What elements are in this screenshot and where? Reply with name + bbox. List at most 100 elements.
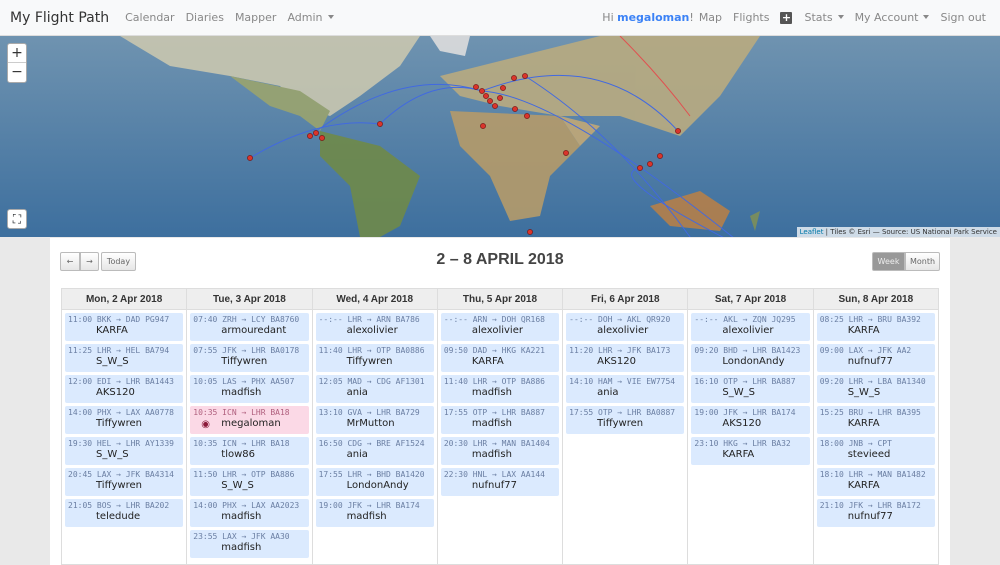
flight-event[interactable]: 13:10 GVA → LHR BA729 MrMutton <box>315 406 434 434</box>
flight-event[interactable]: 20:30 LHR → MAN BA1404 madfish <box>440 437 560 465</box>
flight-event[interactable]: 09:00 LAX → JFK AA2 nufnuf77 <box>816 344 935 372</box>
next-week-button[interactable]: → <box>80 252 99 271</box>
flight-user: madfish <box>193 387 308 398</box>
flight-user: AKS120 <box>694 418 809 429</box>
flight-user: S_W_S <box>694 387 809 398</box>
day-header: Sat, 7 Apr 2018 <box>688 289 813 310</box>
flight-username: stevieed <box>847 449 891 460</box>
flight-user: AKS120 <box>68 387 183 398</box>
zoom-out-button[interactable]: − <box>11 64 23 80</box>
day-column: Fri, 6 Apr 2018 --:-- DOH → AKL QR920 alex… <box>563 289 689 564</box>
flight-event[interactable]: 07:55 JFK → LHR BA0178 Tiffywren <box>190 344 309 372</box>
week-view-button[interactable]: Week <box>872 252 905 271</box>
flight-event[interactable]: 10:35 ICN → LHR BA18 ◉ megaloman <box>190 406 309 434</box>
flight-event[interactable]: 22:30 HNL → LAX AA144 nufnuf77 <box>440 468 560 496</box>
flight-username: LondonAndy <box>722 356 785 367</box>
nav-calendar[interactable]: Calendar <box>125 11 175 24</box>
flight-event[interactable]: 18:00 JNB → CPT stevieed <box>816 437 935 465</box>
nav-my-account-dropdown[interactable]: My Account <box>855 11 930 24</box>
flight-event[interactable]: 21:10 JFK → LHR BA172 nufnuf77 <box>816 499 935 527</box>
flight-username: madfish <box>221 511 262 522</box>
nav-sign-out[interactable]: Sign out <box>940 11 986 24</box>
flight-event[interactable]: 11:40 LHR → OTP BA886 madfish <box>440 375 560 403</box>
flight-username: madfish <box>221 387 262 398</box>
flight-event[interactable]: 11:20 LHR → JFK BA173 AKS120 <box>566 344 685 372</box>
leaflet-link[interactable]: Leaflet <box>799 228 824 236</box>
flight-event[interactable]: 19:30 HEL → LHR AY1339 S_W_S <box>65 437 184 465</box>
flight-info: 07:40 ZRH → LCY BA8760 <box>193 315 300 324</box>
flight-user: LondonAndy <box>319 480 434 491</box>
flight-event[interactable]: 08:25 LHR → BRU BA392 KARFA <box>816 313 935 341</box>
flight-info: 09:20 LHR → LBA BA1340 <box>819 377 926 386</box>
flight-event[interactable]: 23:55 LAX → JFK AA30 madfish <box>190 530 309 558</box>
flight-event[interactable]: 17:55 OTP → LHR BA887 madfish <box>440 406 560 434</box>
flight-event[interactable]: 09:20 BHD → LHR BA1423 LondonAndy <box>691 344 810 372</box>
flight-event[interactable]: 11:25 LHR → HEL BA794 S_W_S <box>65 344 184 372</box>
flight-username: alexolivier <box>722 325 774 336</box>
prev-week-button[interactable]: ← <box>60 252 80 271</box>
flight-username: KARFA <box>847 418 880 429</box>
flight-event[interactable]: 20:45 LAX → JFK BA4314 Tiffywren <box>65 468 184 496</box>
flight-event[interactable]: 11:00 BKK → DAD PG947 KARFA <box>65 313 184 341</box>
flight-event[interactable]: 14:10 HAM → VIE EW7754 ania <box>566 375 685 403</box>
flight-event[interactable]: 11:40 LHR → OTP BA0886 Tiffywren <box>315 344 434 372</box>
airport-marker <box>637 165 643 171</box>
month-view-button[interactable]: Month <box>905 252 940 271</box>
flight-event[interactable]: 10:35 ICN → LHR BA18 tlow86 <box>190 437 309 465</box>
nav-map[interactable]: Map <box>698 11 723 24</box>
airport-marker <box>492 103 498 109</box>
flight-event[interactable]: --:-- ARN → DOH QR168 alexolivier <box>440 313 560 341</box>
highlight-route <box>619 36 691 117</box>
brand-logo[interactable]: My Flight Path <box>10 9 110 26</box>
flight-info: 19:00 JFK → LHR BA174 <box>694 408 796 417</box>
nav-mapper[interactable]: Mapper <box>234 11 277 24</box>
flight-username: madfish <box>471 449 512 460</box>
flight-info: 11:40 LHR → OTP BA0886 <box>318 346 425 355</box>
flight-info: 10:35 ICN → LHR BA18 <box>193 439 290 448</box>
flight-event[interactable]: 17:55 LHR → BHD BA1420 LondonAndy <box>315 468 434 496</box>
flight-event[interactable]: 09:50 DAD → HKG KA221 KARFA <box>440 344 560 372</box>
flight-event[interactable]: 18:10 LHR → MAN BA1482 KARFA <box>816 468 935 496</box>
today-button[interactable]: Today <box>101 252 136 271</box>
flight-event[interactable]: --:-- DOH → AKL QR920 alexolivier <box>566 313 685 341</box>
flight-user: S_W_S <box>193 480 308 491</box>
nav-diaries[interactable]: Diaries <box>185 11 224 24</box>
flight-event[interactable]: 11:50 LHR → OTP BA886 S_W_S <box>190 468 309 496</box>
flight-info: 13:10 GVA → LHR BA729 <box>318 408 420 417</box>
flight-event[interactable]: 19:00 JFK → LHR BA174 AKS120 <box>691 406 810 434</box>
flight-info: --:-- ARN → DOH QR168 <box>443 315 545 324</box>
airport-marker <box>483 93 489 99</box>
plus-square-icon[interactable]: + <box>780 10 793 24</box>
flight-event[interactable]: --:-- AKL → ZQN JQ295 alexolivier <box>691 313 810 341</box>
flight-map[interactable]: + − ⛶ Leaflet | Tiles © Esri — Source: U… <box>0 36 1000 237</box>
flight-event[interactable]: 14:00 PHX → LAX AA0778 Tiffywren <box>65 406 184 434</box>
nav-flights[interactable]: Flights <box>733 11 770 24</box>
nav-stats-dropdown[interactable]: Stats <box>804 11 843 24</box>
flight-event[interactable]: 15:25 BRU → LHR BA395 KARFA <box>816 406 935 434</box>
flight-event[interactable]: 19:00 JFK → LHR BA174 madfish <box>315 499 434 527</box>
flight-event[interactable]: 07:40 ZRH → LCY BA8760 armouredant <box>190 313 309 341</box>
day-header: Thu, 5 Apr 2018 <box>437 289 563 310</box>
flight-event[interactable]: 14:00 PHX → LAX AA2023 madfish <box>190 499 309 527</box>
fullscreen-icon[interactable]: ⛶ <box>7 209 27 229</box>
flight-event[interactable]: 16:50 CDG → BRE AF1524 ania <box>315 437 434 465</box>
username-link[interactable]: megaloman <box>617 11 690 24</box>
flight-username: madfish <box>471 418 512 429</box>
flight-username: KARFA <box>96 325 128 336</box>
flight-event[interactable]: 17:55 OTP → LHR BA0887 Tiffywren <box>566 406 685 434</box>
flight-info: 09:20 BHD → LHR BA1423 <box>694 346 801 355</box>
day-header: Tue, 3 Apr 2018 <box>187 289 312 310</box>
nav-admin-dropdown[interactable]: Admin <box>287 11 333 24</box>
flight-event[interactable]: 21:05 BOS → LHR BA202 teledude <box>65 499 184 527</box>
flight-user: KARFA <box>68 325 183 336</box>
greeting-prefix: Hi <box>602 11 618 24</box>
flight-event[interactable]: 09:20 LHR → LBA BA1340 S_W_S <box>816 375 935 403</box>
flight-event[interactable]: 12:05 MAD → CDG AF1301 ania <box>315 375 434 403</box>
flight-event[interactable]: 12:00 EDI → LHR BA1443 AKS120 <box>65 375 184 403</box>
flight-event[interactable]: 16:10 OTP → LHR BA887 S_W_S <box>691 375 810 403</box>
flight-event[interactable]: --:-- LHR → ARN BA786 alexolivier <box>315 313 434 341</box>
flight-event[interactable]: 23:10 HKG → LHR BA32 KARFA <box>691 437 810 465</box>
zoom-in-button[interactable]: + <box>8 44 26 63</box>
navbar: My Flight Path Calendar Diaries Mapper A… <box>0 0 1000 36</box>
flight-event[interactable]: 10:05 LAS → PHX AA507 madfish <box>190 375 309 403</box>
